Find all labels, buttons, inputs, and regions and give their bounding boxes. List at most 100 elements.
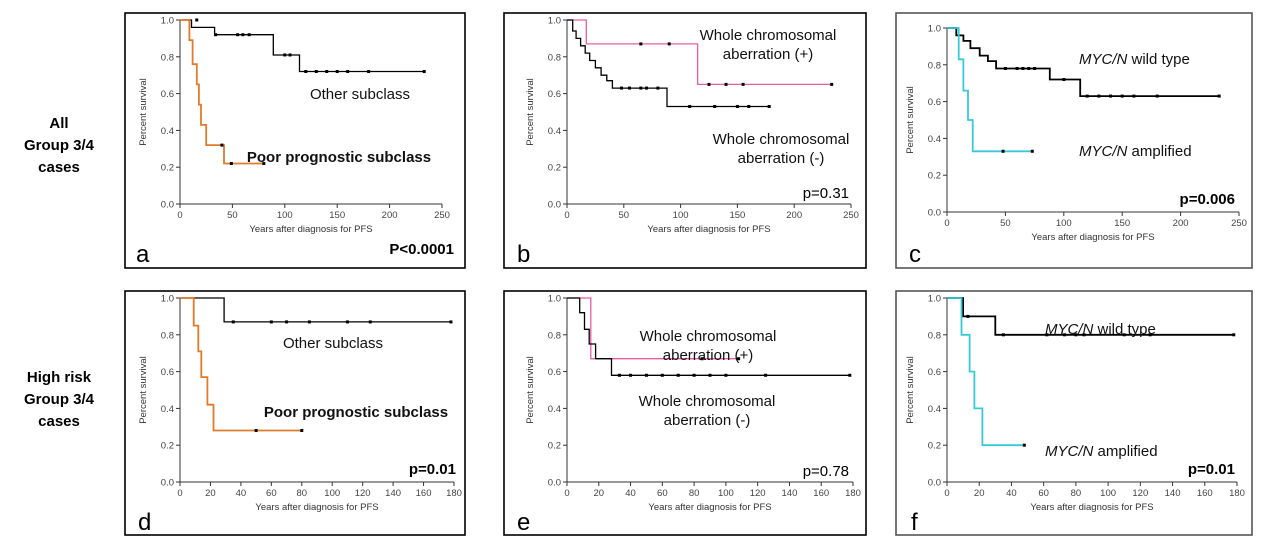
y-axis-title: Percent survival [905, 86, 916, 154]
km-panel-b: 0.0 0.2 0.4 0.6 0.8 1.0 0 50 100 150 200 250 Years a… [503, 12, 867, 269]
censor-mark [300, 428, 304, 432]
y-axis-title: Percent survival [138, 78, 149, 146]
series-label-line: aberration (+) [723, 46, 813, 63]
x-axis-title: Years after diagnosis for PFS [648, 502, 771, 513]
row-label-line: cases [38, 413, 80, 430]
km-panel-a: 0.0 0.2 0.4 0.6 0.8 1.0 0 50 100 150 200 250 Years a… [124, 12, 466, 269]
survival-curve-0 [947, 27, 1220, 97]
panel-letter: b [517, 241, 530, 268]
censor-mark [1148, 333, 1152, 337]
panel-letter: e [517, 509, 530, 536]
censor-mark [1022, 443, 1026, 447]
series-label-rest: wild type [1127, 51, 1190, 68]
x-tick-label: 50 [619, 210, 630, 221]
y-axis-title: Percent survival [905, 356, 916, 424]
x-tick-label: 200 [786, 210, 802, 221]
x-axis-title: Years after diagnosis for PFS [1030, 502, 1153, 513]
x-tick-label: 0 [177, 210, 182, 221]
survival-curve-1 [180, 297, 302, 432]
censor-mark [747, 104, 751, 108]
censor-mark [627, 86, 631, 90]
p-value-label: p=0.01 [1188, 461, 1235, 478]
series-label-italic: MYC/N [1045, 321, 1094, 338]
y-tick-label: 0.6 [548, 367, 561, 378]
censor-mark [1120, 94, 1124, 98]
y-tick-label: 1.0 [548, 294, 561, 305]
x-tick-label: 100 [324, 488, 340, 499]
x-tick-label: 150 [1114, 218, 1130, 229]
row-label-line: Group 3/4 [23, 391, 94, 408]
y-tick-label: 0.2 [548, 163, 561, 174]
survival-curve-0 [180, 297, 451, 323]
x-tick-label: 180 [446, 488, 462, 499]
censor-mark [1021, 66, 1025, 70]
y-tick-label: 0.6 [928, 367, 941, 378]
series-label: Other subclass [310, 86, 410, 103]
censor-mark [236, 33, 240, 37]
censor-mark [629, 373, 633, 377]
x-tick-label: 150 [329, 210, 345, 221]
x-axis-title: Years after diagnosis for PFS [647, 224, 770, 235]
censor-mark [1122, 333, 1126, 337]
row-label-line: Group 3/4 [23, 137, 94, 154]
x-tick-label: 180 [1229, 488, 1245, 499]
y-tick-label: 0.8 [548, 52, 561, 63]
x-tick-label: 120 [355, 488, 371, 499]
km-panel-f: 0.0 0.2 0.4 0.6 0.8 1.0 0 20 40 60 80 100 120 140 160 1… [895, 290, 1253, 536]
censor-mark [1062, 78, 1066, 82]
series-label: Poor prognostic subclass [264, 404, 448, 421]
censor-mark [1232, 333, 1236, 337]
y-tick-label: 0.4 [161, 126, 174, 137]
series-label-italic: MYC/N [1079, 143, 1128, 160]
y-tick-label: 0.0 [548, 200, 561, 211]
censor-mark [1001, 333, 1005, 337]
y-tick-label: 0.0 [161, 200, 174, 211]
series-label-line: aberration (+) [663, 347, 753, 364]
series-label-line: Whole chromosomal [700, 27, 837, 44]
panel-frame [503, 290, 867, 536]
y-tick-label: 0.6 [161, 367, 174, 378]
x-tick-label: 100 [1100, 488, 1116, 499]
series-label: MYC/N amplified [1045, 443, 1158, 460]
x-tick-label: 200 [1173, 218, 1189, 229]
km-panel-c: 0.0 0.2 0.4 0.6 0.8 1.0 0 50 100 150 200 250 Years a… [895, 12, 1253, 269]
series-label-line: Whole chromosomal [640, 328, 777, 345]
y-tick-label: 0.6 [548, 89, 561, 100]
x-axis-title: Years after diagnosis for PFS [249, 224, 372, 235]
censor-mark [735, 104, 739, 108]
x-tick-label: 20 [974, 488, 985, 499]
y-tick-label: 0.4 [548, 126, 561, 137]
censor-mark [195, 18, 199, 22]
censor-mark [367, 70, 371, 74]
p-value-label: p=0.01 [409, 461, 456, 478]
censor-mark [1097, 94, 1101, 98]
x-tick-label: 250 [1231, 218, 1247, 229]
panel-frame [895, 12, 1253, 269]
censor-mark [1132, 94, 1136, 98]
censor-mark [617, 373, 621, 377]
series-label: Whole chromosomal aberration (-) [713, 131, 850, 167]
y-tick-label: 0.2 [548, 441, 561, 452]
censor-mark [644, 373, 648, 377]
x-tick-label: 200 [382, 210, 398, 221]
series-label-line: Whole chromosomal [639, 393, 776, 410]
censor-mark [692, 373, 696, 377]
x-tick-label: 250 [843, 210, 859, 221]
panel-letter: a [136, 241, 150, 268]
series-label: MYC/N wild type [1045, 321, 1156, 338]
x-tick-label: 160 [1197, 488, 1213, 499]
row-label-all: All Group 3/4 cases [0, 113, 118, 179]
survival-curve-1 [180, 19, 264, 165]
y-tick-label: 0.2 [928, 441, 941, 452]
censor-mark [254, 428, 258, 432]
x-tick-label: 250 [434, 210, 450, 221]
censor-mark [449, 320, 453, 324]
y-tick-label: 0.2 [161, 441, 174, 452]
y-tick-label: 1.0 [928, 24, 941, 35]
x-tick-label: 40 [236, 488, 247, 499]
censor-mark [1015, 66, 1019, 70]
y-tick-label: 0.6 [161, 89, 174, 100]
censor-mark [247, 33, 251, 37]
y-tick-label: 0.8 [928, 330, 941, 341]
series-label-line: aberration (-) [664, 412, 751, 429]
